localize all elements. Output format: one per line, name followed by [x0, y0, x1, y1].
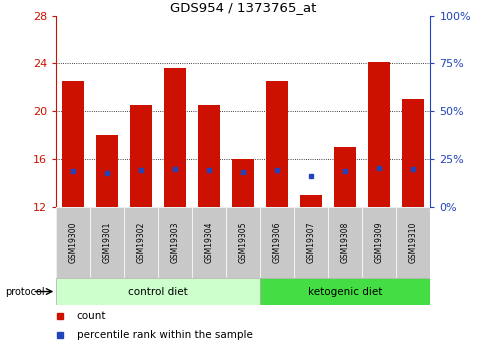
- Text: ketogenic diet: ketogenic diet: [307, 287, 382, 296]
- FancyBboxPatch shape: [192, 207, 226, 278]
- Bar: [300, 195, 322, 207]
- Text: GSM19305: GSM19305: [238, 221, 247, 263]
- Text: GSM19307: GSM19307: [306, 221, 315, 263]
- Bar: [402, 99, 424, 207]
- Text: GSM19301: GSM19301: [102, 222, 112, 263]
- FancyBboxPatch shape: [327, 207, 362, 278]
- Bar: [232, 159, 254, 207]
- Bar: [198, 105, 220, 207]
- FancyBboxPatch shape: [260, 207, 294, 278]
- Bar: [334, 147, 356, 207]
- Text: GSM19302: GSM19302: [137, 222, 145, 263]
- Text: GSM19300: GSM19300: [69, 221, 78, 263]
- Text: GSM19304: GSM19304: [204, 221, 213, 263]
- FancyBboxPatch shape: [226, 207, 260, 278]
- Bar: [164, 68, 186, 207]
- Text: GSM19310: GSM19310: [408, 222, 417, 263]
- Bar: [265, 81, 288, 207]
- FancyBboxPatch shape: [395, 207, 429, 278]
- FancyBboxPatch shape: [294, 207, 327, 278]
- Text: GSM19306: GSM19306: [272, 221, 281, 263]
- FancyBboxPatch shape: [260, 278, 429, 305]
- FancyBboxPatch shape: [56, 207, 429, 278]
- FancyBboxPatch shape: [56, 207, 90, 278]
- Bar: [96, 135, 118, 207]
- Title: GDS954 / 1373765_at: GDS954 / 1373765_at: [170, 1, 316, 14]
- FancyBboxPatch shape: [124, 207, 158, 278]
- Text: GSM19308: GSM19308: [340, 222, 349, 263]
- FancyBboxPatch shape: [90, 207, 124, 278]
- FancyBboxPatch shape: [362, 207, 395, 278]
- Text: percentile rank within the sample: percentile rank within the sample: [77, 330, 252, 339]
- Text: count: count: [77, 311, 106, 321]
- Bar: [367, 62, 389, 207]
- Bar: [62, 81, 84, 207]
- Text: GSM19303: GSM19303: [170, 221, 180, 263]
- Text: protocol: protocol: [5, 287, 44, 296]
- FancyBboxPatch shape: [56, 278, 260, 305]
- Bar: [130, 105, 152, 207]
- Text: GSM19309: GSM19309: [374, 221, 383, 263]
- Text: control diet: control diet: [128, 287, 188, 296]
- FancyBboxPatch shape: [158, 207, 192, 278]
